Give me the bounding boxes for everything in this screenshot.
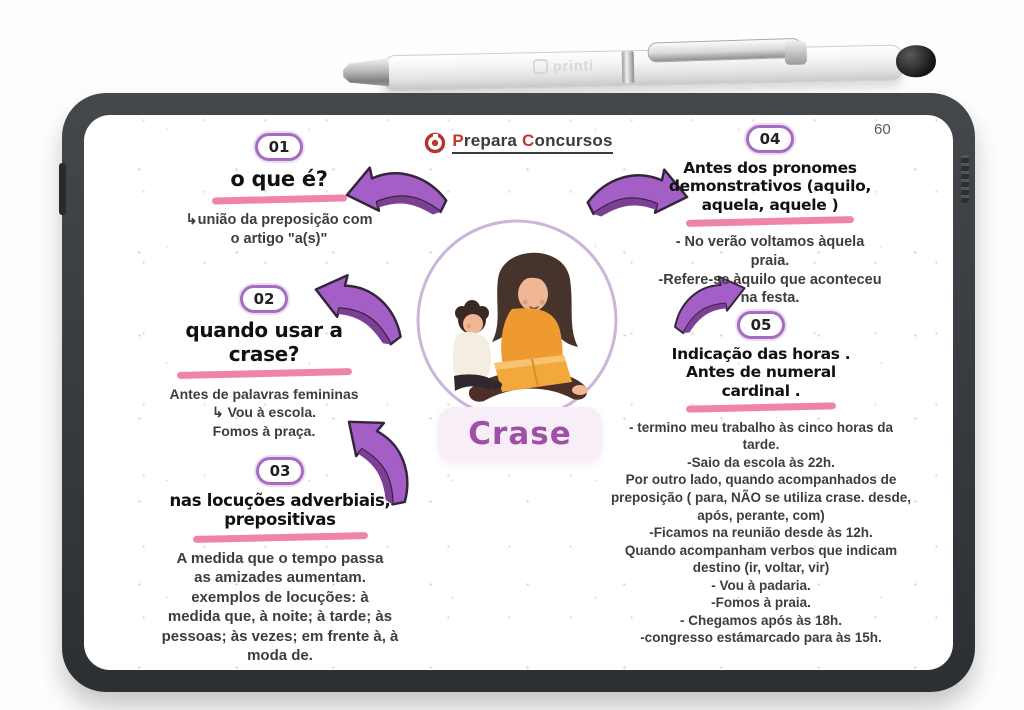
arrow-to-section-02-icon (314, 274, 402, 346)
logo-circle-icon (425, 132, 446, 153)
section-title: Indicação das horas . Antes de numeral c… (671, 345, 851, 400)
section-number-badge: 01 (254, 133, 304, 161)
pen-brand-label: printi (552, 56, 595, 74)
crase-label: Crase (468, 416, 572, 452)
section-body: - No verão voltamos àquela praia. -Refer… (658, 233, 882, 307)
pen-brand-logo: printi (532, 56, 595, 74)
crase-label-chip: Crase (438, 407, 602, 461)
logo-text: Prepara Concursos (452, 131, 613, 154)
pen-stylus-rubber-tip (895, 44, 937, 78)
tablet-screen: Prepara Concursos 60 (84, 115, 953, 670)
pink-underline (685, 402, 837, 413)
section-body: A medida que o tempo passa as amizades a… (161, 549, 399, 665)
pink-underline (176, 368, 352, 380)
section-body: - termino meu trabalho às cinco horas da… (610, 419, 912, 646)
tablet-frame: Prepara Concursos 60 (59, 93, 975, 692)
printi-logo-icon (532, 58, 549, 74)
tablet-side-button (59, 163, 66, 215)
tablet-speaker-grille (961, 155, 969, 203)
section-when-to-use: 02 quando usar a crase? Antes de palavra… (139, 285, 389, 440)
section-body: ↳união da preposição com o artigo "a(s)" (185, 211, 373, 247)
section-title: quando usar a crase? (185, 318, 343, 366)
prepara-concursos-logo: Prepara Concursos (84, 131, 953, 154)
section-number-badge: 04 (745, 125, 795, 153)
section-adverbial-locutions: 03 nas locuções adverbiais, prepositivas… (124, 457, 436, 666)
pen-clip-mount (784, 40, 808, 65)
pink-underline (192, 531, 368, 543)
pink-underline (685, 215, 855, 227)
logo-letter-p: P (452, 131, 464, 150)
section-what-is-it: 01 o que é? ↳união da preposição com o a… (164, 133, 394, 248)
center-illustration (412, 215, 622, 425)
section-number-badge: 02 (239, 285, 289, 313)
section-number-badge: 05 (736, 311, 786, 339)
pink-underline (211, 194, 347, 205)
arrow-to-section-04-icon (586, 168, 689, 217)
section-demonstrative-pronouns: 04 Antes dos pronomes demonstrativos (aq… (624, 125, 916, 308)
section-body: Antes de palavras femininas ↳ Vou à esco… (169, 386, 359, 439)
section-number-badge: 03 (255, 457, 305, 485)
page-number: 60 (874, 121, 891, 138)
pen-ballpoint-tip (343, 58, 390, 87)
logo-letter-c: C (522, 131, 535, 150)
stylus-pen: printi (343, 36, 938, 96)
logo-word-repara: repara (463, 131, 523, 150)
logo-word-oncursos: oncursos (534, 131, 613, 150)
section-title: nas locuções adverbiais, prepositivas (169, 491, 391, 530)
arrow-to-section-05-icon (674, 275, 746, 335)
arrow-to-section-03-icon (347, 420, 409, 506)
section-title: o que é? (230, 167, 328, 191)
pen-body (382, 44, 904, 92)
pen-ring (621, 51, 635, 84)
section-hours-indication: 05 Indicação das horas . Antes de numera… (581, 311, 941, 647)
section-title: Antes dos pronomes demonstrativos (aquil… (668, 159, 872, 214)
woman-reading-illustration-icon (416, 219, 618, 421)
arrow-to-section-01-icon (345, 166, 448, 215)
